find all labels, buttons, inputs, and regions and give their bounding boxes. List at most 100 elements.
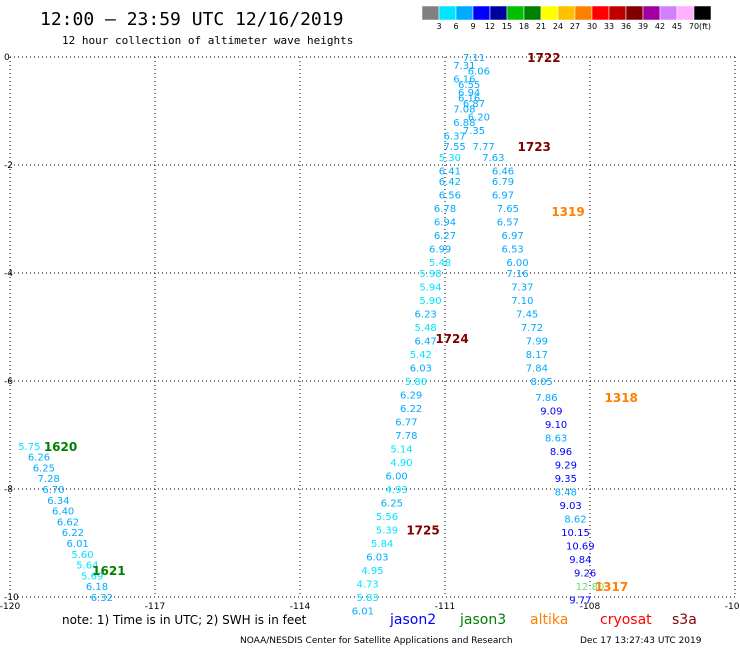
colorbar-tick-label: 36 xyxy=(621,22,631,31)
wave-height-point: 6.34 xyxy=(47,496,69,507)
credit-text: NOAA/NESDIS Center for Satellite Applica… xyxy=(240,636,513,646)
wave-height-point: 9.10 xyxy=(545,420,567,431)
x-tick-label: -108 xyxy=(580,602,601,612)
wave-height-point: 6.00 xyxy=(506,258,528,269)
wave-height-point: 5.75 xyxy=(18,442,40,453)
wave-height-point: 6.01 xyxy=(67,539,89,550)
wave-height-point: 7.08 xyxy=(453,104,475,115)
wave-height-point: 7.63 xyxy=(482,153,504,164)
colorbar-tick-label: 45 xyxy=(672,22,682,31)
colorbar-swatch xyxy=(421,5,440,21)
wave-height-point: 7.99 xyxy=(526,337,548,348)
wave-height-point: 4.95 xyxy=(361,566,383,577)
wave-height-point: 6.26 xyxy=(28,453,50,464)
wave-height-point: 6.88 xyxy=(453,118,475,129)
wave-height-point: 6.00 xyxy=(386,472,408,483)
wave-height-point: 5.30 xyxy=(439,153,461,164)
pass-label: 1621 xyxy=(92,564,125,578)
wave-height-point: 7.11 xyxy=(463,53,485,64)
y-tick-label: -8 xyxy=(4,485,13,495)
wave-height-point: 5.64 xyxy=(76,561,98,572)
colorbar-swatch xyxy=(659,5,678,21)
wave-height-point: 4.73 xyxy=(357,580,379,591)
colorbar-tick-label: 12 xyxy=(485,22,495,31)
wave-height-point: 6.27 xyxy=(434,231,456,242)
colorbar-tick-label: 6 xyxy=(453,22,458,31)
wave-height-point: 6.40 xyxy=(52,507,74,518)
y-tick-label: -4 xyxy=(4,269,13,279)
wave-height-point: 7.72 xyxy=(521,323,543,334)
wave-height-point: 5.84 xyxy=(371,539,393,550)
wave-height-point: 6.42 xyxy=(439,177,461,188)
wave-height-point: 4.93 xyxy=(386,485,408,496)
wave-height-point: 6.77 xyxy=(395,418,417,429)
wave-height-point: 12.80 xyxy=(576,582,605,593)
wave-height-point: 6.01 xyxy=(352,607,374,618)
wave-height-point: 8.48 xyxy=(555,488,577,499)
wave-height-point: 7.84 xyxy=(526,364,548,375)
colorbar-swatch xyxy=(693,5,712,21)
satellite-legend: jason2 jason3 altika cryosat s3a xyxy=(389,612,697,628)
wave-height-point: 8.96 xyxy=(550,447,572,458)
wave-height-point: 9.29 xyxy=(555,461,577,472)
pass-label: 1620 xyxy=(44,440,77,454)
wave-height-point: 6.46 xyxy=(492,166,514,177)
chart-title: 12:00 – 23:59 UTC 12/16/2019 xyxy=(40,9,343,30)
wave-height-point: 5.69 xyxy=(81,571,103,582)
colorbar-swatch xyxy=(540,5,559,21)
wave-height-point: 6.37 xyxy=(444,131,466,142)
y-tick-label: -10 xyxy=(4,593,19,603)
legend-jason2: jason2 xyxy=(389,612,436,628)
wave-height-point: 6.55 xyxy=(458,80,480,91)
wave-height-point: 6.16 xyxy=(458,94,480,105)
y-tick-label: 0 xyxy=(4,53,10,63)
colorbar-swatch xyxy=(591,5,610,21)
pass-label: 1723 xyxy=(518,140,551,154)
colorbar-swatch xyxy=(438,5,457,21)
colorbar-swatch xyxy=(557,5,576,21)
wave-height-point: 6.32 xyxy=(91,593,113,604)
pass-label: 1725 xyxy=(406,524,439,538)
wave-height-point: 6.22 xyxy=(400,404,422,415)
colorbar-swatch xyxy=(489,5,508,21)
wave-height-point: 9.35 xyxy=(555,474,577,485)
wave-height-point: 6.23 xyxy=(415,310,437,321)
wave-height-point: 7.78 xyxy=(395,431,417,442)
colorbar-tick-label: 70 xyxy=(689,22,699,31)
colorbar-unit: (ft) xyxy=(699,22,711,31)
wave-height-point: 6.03 xyxy=(410,364,432,375)
wave-height-point: 6.06 xyxy=(468,67,490,78)
wave-height-point: 6.97 xyxy=(502,231,524,242)
colorbar-swatch xyxy=(523,5,542,21)
colorbar-tick-label: 39 xyxy=(638,22,648,31)
wave-height-point: 9.03 xyxy=(560,501,582,512)
wave-height-point: 6.47 xyxy=(415,337,437,348)
pass-label: 1318 xyxy=(605,391,638,405)
legend-cryosat: cryosat xyxy=(600,612,652,628)
colorbar-swatch xyxy=(506,5,525,21)
x-tick-label: -117 xyxy=(145,602,165,612)
wave-height-point: 8.63 xyxy=(545,434,567,445)
wave-height-point: 7.77 xyxy=(473,142,495,153)
wave-height-point: 5.42 xyxy=(410,350,432,361)
colorbar-swatch xyxy=(625,5,644,21)
colorbar-tick-label: 30 xyxy=(587,22,597,31)
wave-height-point: 6.29 xyxy=(400,391,422,402)
timestamp-text: Dec 17 13:27:43 UTC 2019 xyxy=(580,636,702,646)
wave-height-point: 5.14 xyxy=(390,445,412,456)
wave-height-point: 5.83 xyxy=(357,593,379,604)
wave-height-point: 6.70 xyxy=(42,485,64,496)
legend-altika: altika xyxy=(530,612,568,628)
wave-height-point: 10.15 xyxy=(561,528,590,539)
wave-height-point: 6.56 xyxy=(439,191,461,202)
chart-subtitle: 12 hour collection of altimeter wave hei… xyxy=(62,34,353,47)
pass-label: 1722 xyxy=(527,51,560,65)
wave-height-point: 6.16 xyxy=(453,75,475,86)
wave-height-point: 7.86 xyxy=(535,393,557,404)
colorbar-swatch xyxy=(455,5,474,21)
wave-height-point: 6.99 xyxy=(429,245,451,256)
colorbar-tick-label: 9 xyxy=(470,22,475,31)
wave-height-point: 7.65 xyxy=(497,204,519,215)
wave-height-point: 6.94 xyxy=(434,218,456,229)
